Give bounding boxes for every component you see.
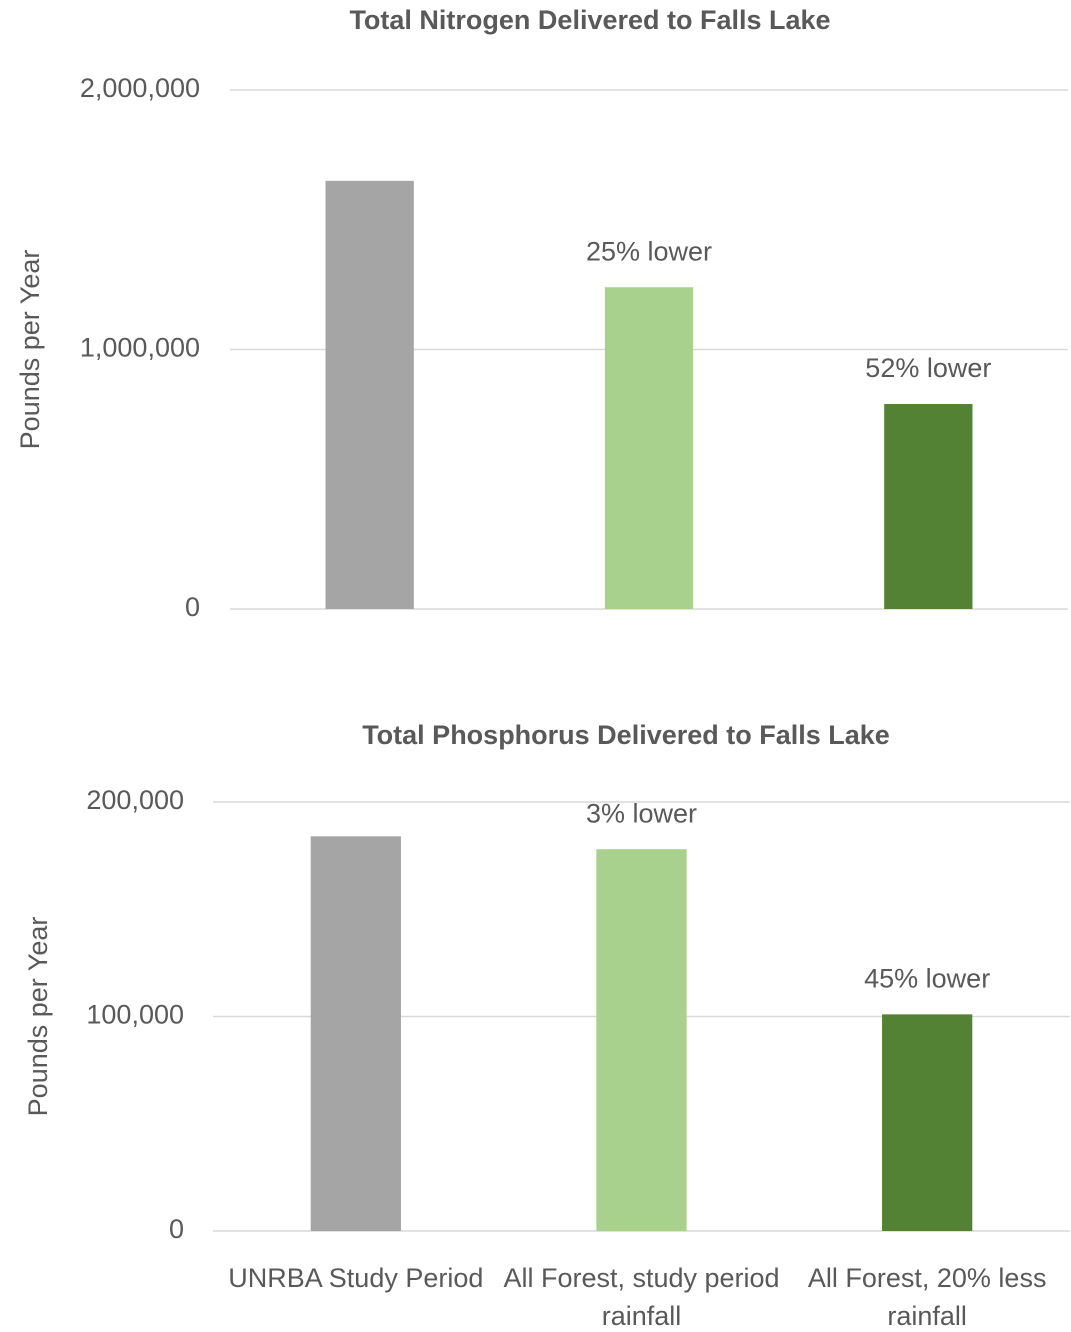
y-tick-label: 1,000,000 bbox=[80, 333, 200, 363]
y-tick-label: 2,000,000 bbox=[80, 73, 200, 103]
x-tick-label: All Forest, study period rainfall bbox=[503, 1263, 780, 1331]
chart-title: Total Nitrogen Delivered to Falls Lake bbox=[349, 5, 830, 35]
y-tick-label: 0 bbox=[185, 592, 200, 622]
y-tick-label: 200,000 bbox=[86, 785, 184, 815]
bar bbox=[310, 836, 401, 1231]
annotation: 52% lower bbox=[865, 353, 991, 383]
bar bbox=[604, 287, 694, 609]
y-tick-label: 100,000 bbox=[86, 1000, 184, 1030]
bar bbox=[325, 180, 414, 609]
y-axis-label: Pounds per Year bbox=[23, 917, 53, 1117]
annotation: 45% lower bbox=[864, 963, 990, 993]
bar bbox=[596, 849, 687, 1231]
chart-title: Total Phosphorus Delivered to Falls Lake bbox=[362, 720, 890, 750]
x-tick-label: UNRBA Study Period bbox=[228, 1263, 484, 1293]
bar bbox=[884, 403, 973, 609]
y-tick-label: 0 bbox=[169, 1214, 184, 1244]
y-axis-label: Pounds per Year bbox=[15, 250, 45, 450]
bar bbox=[882, 1014, 973, 1231]
annotation: 25% lower bbox=[586, 236, 712, 266]
x-tick-label: All Forest, 20% less rainfall bbox=[807, 1263, 1047, 1331]
annotation: 3% lower bbox=[586, 798, 697, 828]
